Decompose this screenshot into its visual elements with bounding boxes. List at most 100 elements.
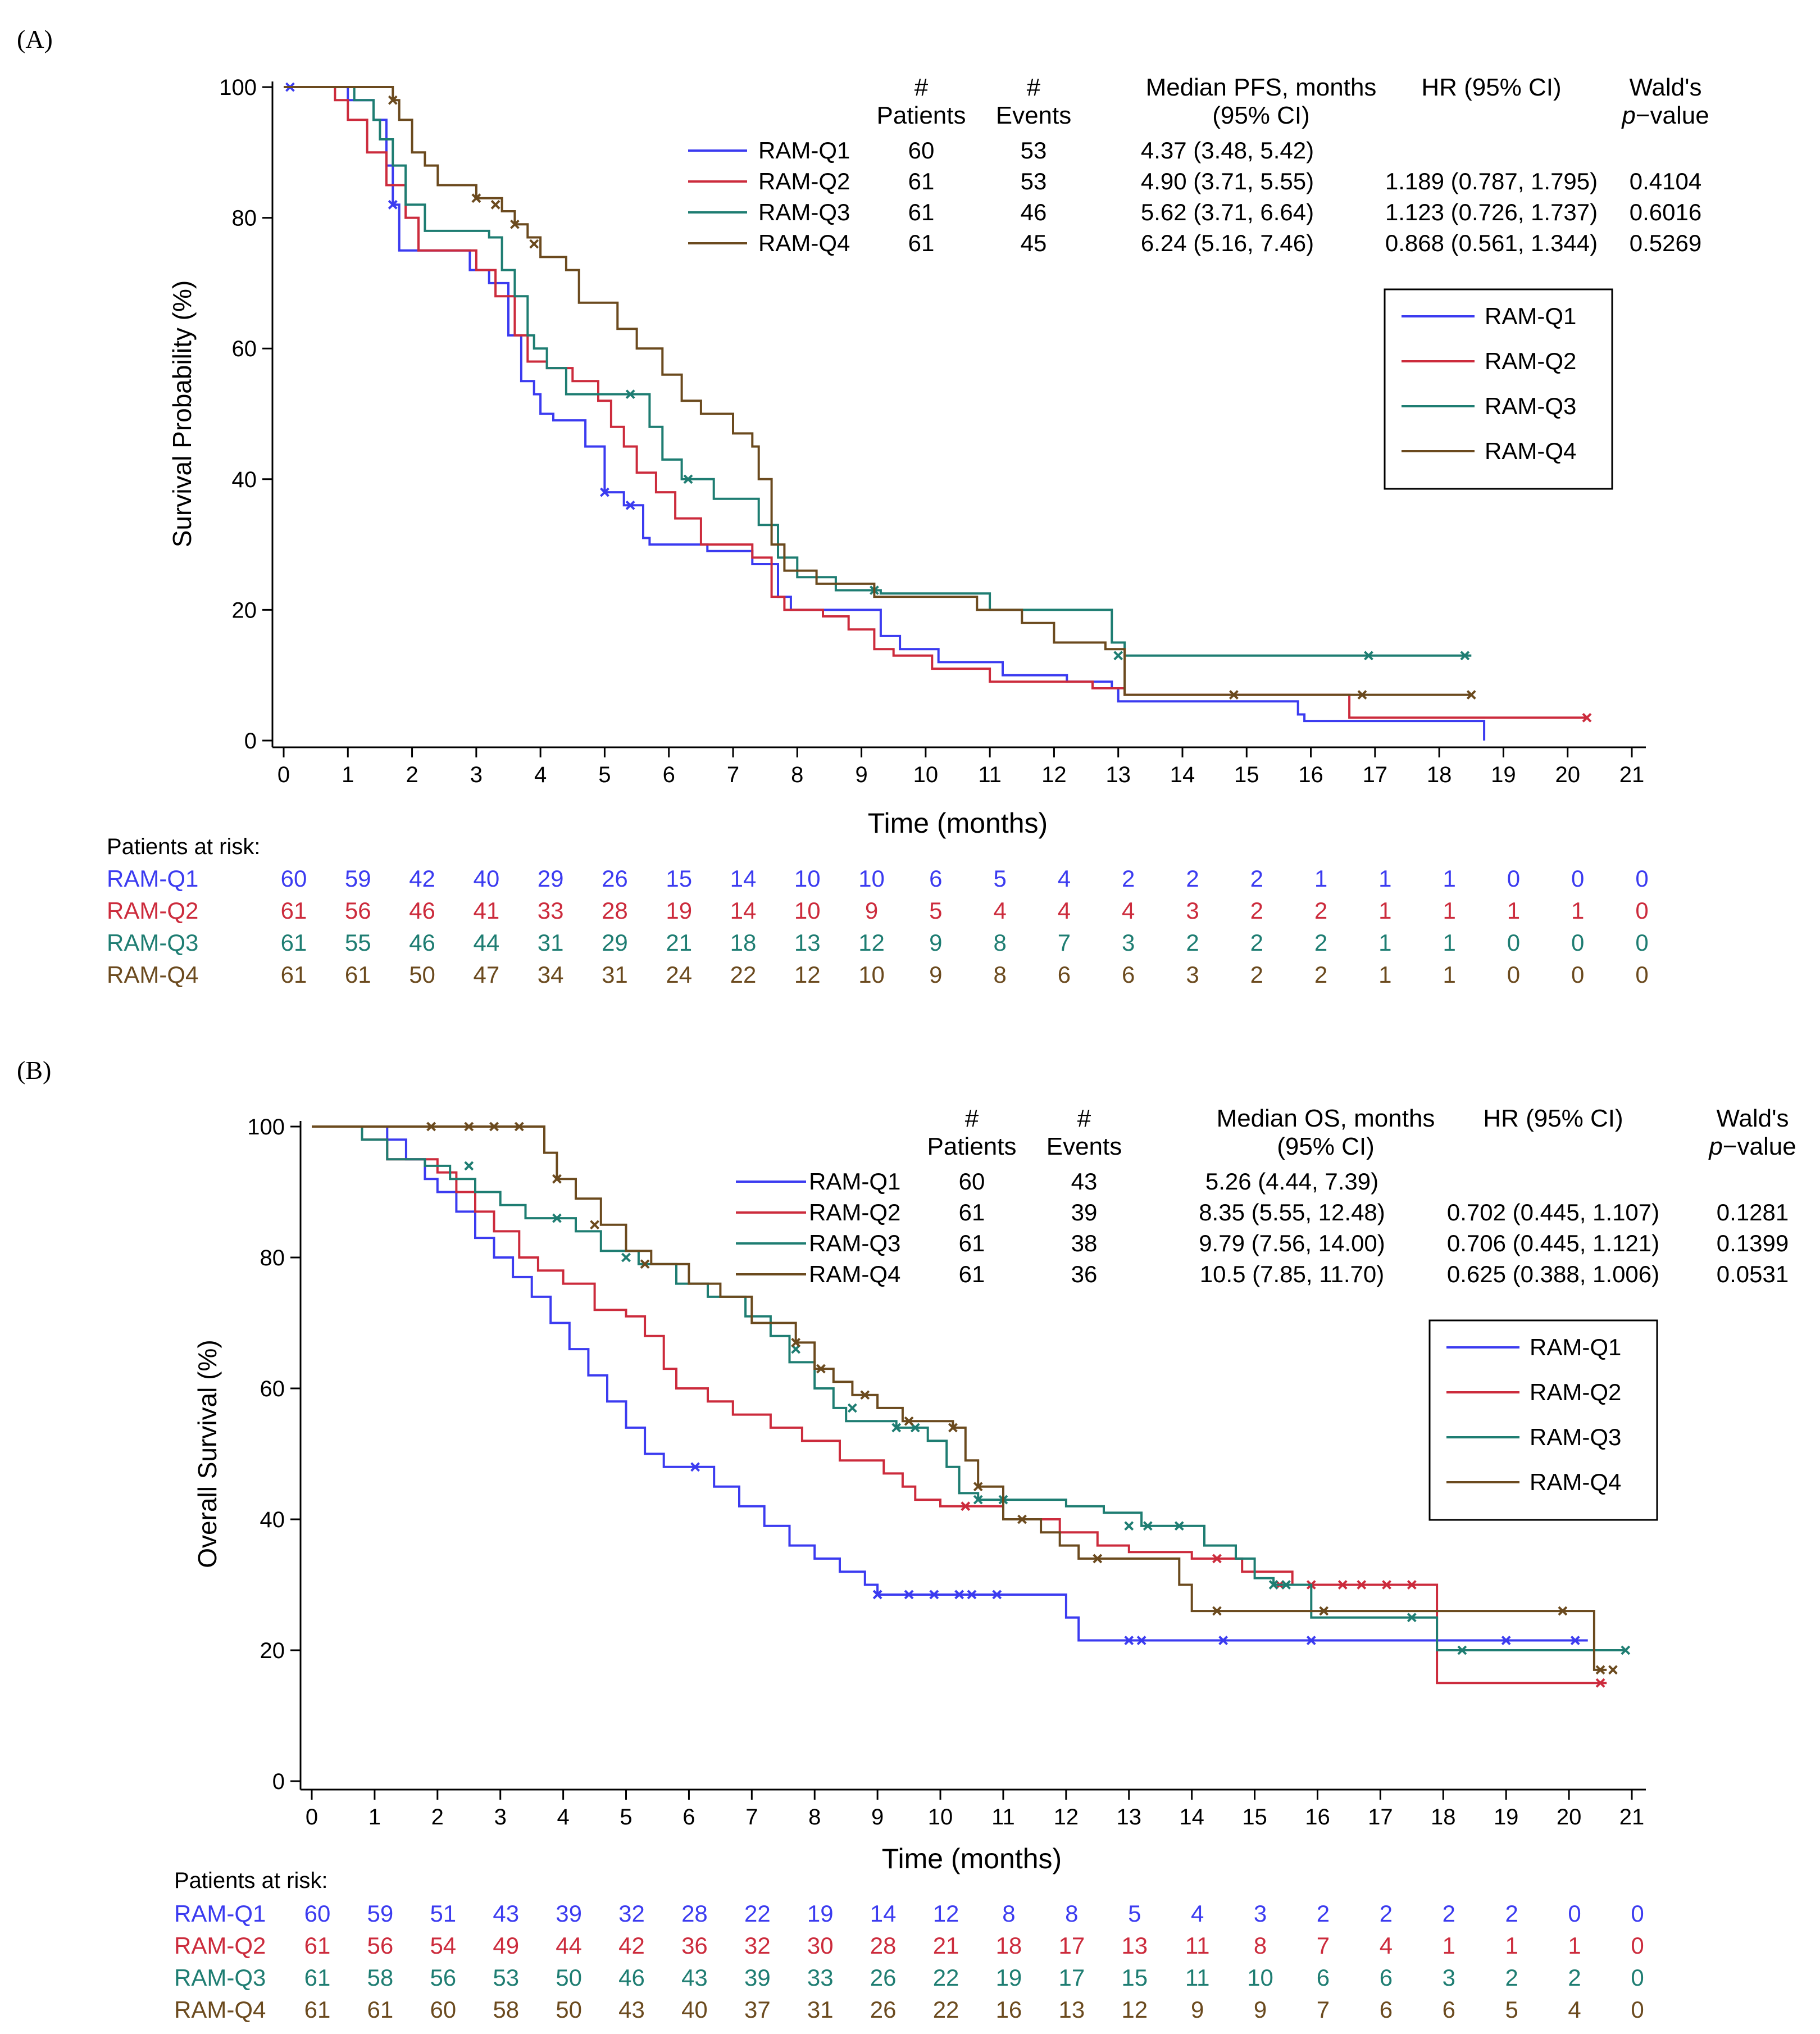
risk-count: 1 <box>1571 897 1584 924</box>
risk-count: 16 <box>996 1996 1022 2023</box>
y-tick-label: 40 <box>232 467 257 492</box>
x-tick-label: 11 <box>978 762 1002 787</box>
risk-count: 14 <box>870 1900 897 1927</box>
x-tick-label: 0 <box>306 1805 318 1829</box>
risk-count: 53 <box>493 1964 519 1991</box>
censor-mark <box>847 1403 857 1413</box>
risk-count: 7 <box>1317 1996 1330 2023</box>
stats-header-0: # <box>914 74 929 101</box>
censor-mark <box>621 1252 631 1263</box>
x-axis-label: Time (months) <box>868 807 1048 839</box>
risk-count: 14 <box>730 897 757 924</box>
censor-mark <box>1337 1580 1348 1590</box>
risk-count: 0 <box>1631 1900 1644 1927</box>
censor-mark <box>860 1390 870 1400</box>
censor-mark <box>1143 1521 1153 1531</box>
risk-count: 61 <box>304 1996 331 2023</box>
risk-count: 4 <box>1568 1996 1581 2023</box>
y-tick-label: 60 <box>260 1377 285 1401</box>
legend-label-ram-q3: RAM-Q3 <box>1530 1424 1621 1450</box>
censor-mark <box>471 193 481 203</box>
stats-median: 10.5 (7.85, 11.70) <box>1200 1261 1384 1287</box>
risk-count: 2 <box>1314 897 1327 924</box>
stats-patients: 61 <box>959 1261 985 1287</box>
risk-count: 0 <box>1507 961 1520 988</box>
risk-count: 19 <box>996 1964 1022 1991</box>
stats-patients: 60 <box>908 137 935 164</box>
risk-count: 1 <box>1505 1932 1518 1959</box>
risk-count: 39 <box>556 1900 582 1927</box>
risk-count: 2 <box>1505 1964 1518 1991</box>
x-tick-label: 9 <box>855 762 867 787</box>
x-tick-label: 15 <box>1234 762 1259 787</box>
risk-count: 15 <box>666 865 692 892</box>
risk-count: 17 <box>1058 1964 1085 1991</box>
risk-count: 0 <box>1507 865 1520 892</box>
risk-count: 4 <box>1380 1932 1393 1959</box>
risk-count: 8 <box>1254 1932 1267 1959</box>
risk-count: 0 <box>1571 865 1584 892</box>
censor-mark <box>1218 1636 1229 1645</box>
risk-count: 0 <box>1571 929 1584 956</box>
x-axis-label: Time (months) <box>882 1843 1062 1874</box>
censor-mark <box>1466 690 1476 700</box>
risk-count: 60 <box>304 1900 331 1927</box>
censor-mark <box>1017 1514 1027 1524</box>
risk-count: 4 <box>1058 865 1071 892</box>
risk-count: 43 <box>681 1964 708 1991</box>
x-tick-label: 14 <box>1170 762 1195 787</box>
stats-events: 36 <box>1071 1261 1098 1287</box>
stats-header-4: p−value <box>1621 102 1709 129</box>
risk-count: 8 <box>1002 1900 1015 1927</box>
y-tick-label: 0 <box>244 729 257 753</box>
risk-title: Patients at risk: <box>174 1868 327 1893</box>
stats-header-4: Wald's <box>1716 1105 1789 1132</box>
stats-median: 9.79 (7.56, 14.00) <box>1199 1230 1385 1256</box>
risk-count: 29 <box>602 929 628 956</box>
censor-mark <box>1319 1606 1329 1616</box>
p-italic: p <box>1708 1133 1722 1160</box>
risk-count: 13 <box>1058 1996 1085 2023</box>
legend-box <box>1428 1319 1658 1521</box>
risk-count: 50 <box>409 961 435 988</box>
risk-count: 61 <box>367 1996 394 2023</box>
stats-header-1: # <box>1077 1105 1091 1132</box>
stats-header-2: (95% CI) <box>1212 102 1310 129</box>
risk-count: 6 <box>1380 1996 1393 2023</box>
risk-count: 9 <box>865 897 878 924</box>
stats-hr: 0.706 (0.445, 1.121) <box>1447 1230 1659 1256</box>
censor-mark <box>891 1423 902 1433</box>
stats-hr: 1.189 (0.787, 1.795) <box>1385 168 1598 194</box>
risk-count: 6 <box>929 865 942 892</box>
risk-count: 0 <box>1571 961 1584 988</box>
risk-count: 49 <box>493 1932 519 1959</box>
risk-count: 46 <box>409 897 435 924</box>
stats-header-2: (95% CI) <box>1277 1133 1375 1160</box>
risk-count: 56 <box>345 897 371 924</box>
x-tick-label: 8 <box>808 1805 821 1829</box>
risk-count: 43 <box>618 1996 645 2023</box>
panel-label: (A) <box>17 25 53 53</box>
km-curve-ram-q2 <box>312 1125 1607 1685</box>
risk-count: 1 <box>1568 1932 1581 1959</box>
censor-mark <box>1124 1521 1134 1531</box>
censor-mark <box>929 1590 939 1600</box>
stats-group: RAM-Q1 <box>809 1168 900 1195</box>
stats-group: RAM-Q1 <box>758 137 850 164</box>
censor-mark <box>1457 1645 1467 1655</box>
risk-count: 56 <box>430 1964 456 1991</box>
p-rest: −value <box>1636 102 1709 129</box>
risk-count: 5 <box>929 897 942 924</box>
risk-count: 0 <box>1507 929 1520 956</box>
risk-count: 0 <box>1635 961 1648 988</box>
stats-events: 46 <box>1021 199 1047 225</box>
risk-count: 42 <box>618 1932 645 1959</box>
x-tick-label: 5 <box>598 762 611 787</box>
censor-mark <box>489 1122 499 1132</box>
censor-mark <box>1113 651 1123 661</box>
risk-count: 3 <box>1186 897 1199 924</box>
risk-count: 28 <box>681 1900 708 1927</box>
legend-label-ram-q1: RAM-Q1 <box>1530 1334 1621 1360</box>
y-axis-label: Survival Probability (%) <box>167 280 197 547</box>
